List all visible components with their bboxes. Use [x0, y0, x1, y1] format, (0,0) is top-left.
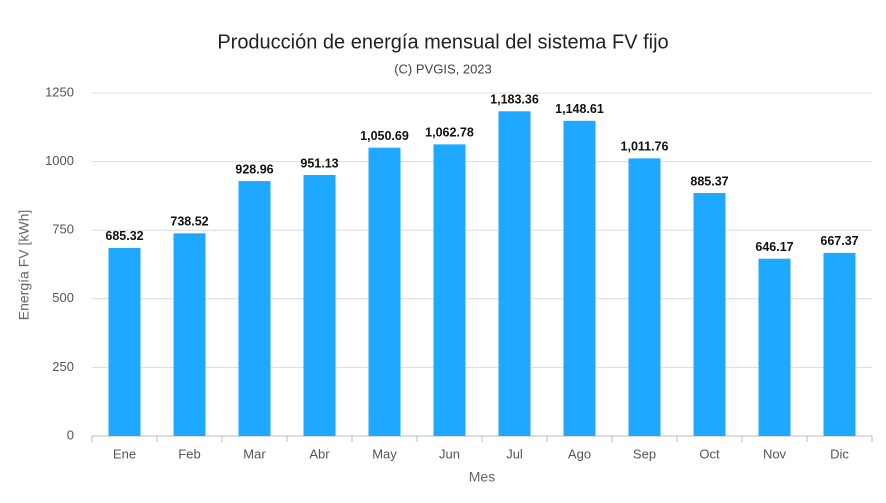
x-tick-label: Abr — [309, 446, 330, 461]
bar — [693, 193, 726, 436]
y-axis-label: Energía FV [kWh] — [16, 210, 32, 320]
x-tick-label: Nov — [763, 446, 787, 461]
y-tick-label: 250 — [52, 359, 74, 374]
value-label: 685.32 — [105, 229, 143, 243]
value-label: 1,062.78 — [425, 126, 474, 140]
bar — [498, 111, 531, 437]
value-label: 738.52 — [170, 215, 208, 229]
bar — [433, 144, 466, 436]
x-axis-label: Mes — [469, 469, 495, 485]
y-tick-label: 500 — [52, 290, 74, 305]
x-tick-label: Jul — [506, 446, 523, 461]
value-label: 1,050.69 — [360, 129, 409, 143]
x-tick-label: Jun — [439, 446, 460, 461]
value-label: 951.13 — [300, 156, 338, 170]
bar — [823, 252, 856, 436]
x-tick-label: Dic — [830, 446, 849, 461]
value-label: 928.96 — [235, 162, 273, 176]
x-tick-label: Sep — [633, 446, 656, 461]
bar — [173, 233, 206, 436]
chart-title: Producción de energía mensual del sistem… — [217, 31, 668, 53]
value-label: 1,011.76 — [621, 140, 669, 154]
x-tick-label: Oct — [699, 446, 720, 461]
bar — [758, 258, 791, 436]
value-label: 1,148.61 — [555, 102, 604, 116]
value-label: 646.17 — [755, 240, 793, 254]
bar — [108, 247, 141, 436]
y-tick-label: 750 — [52, 222, 74, 237]
bar — [303, 175, 336, 436]
bar — [563, 120, 596, 437]
x-tick-label: May — [372, 446, 397, 461]
x-tick-label: Ene — [113, 446, 136, 461]
x-tick-label: Ago — [568, 446, 591, 461]
bar — [368, 147, 401, 436]
bar — [238, 181, 271, 436]
value-label: 667.37 — [820, 234, 858, 248]
x-tick-label: Feb — [178, 446, 200, 461]
y-tick-label: 1000 — [45, 153, 74, 168]
value-label: 1,183.36 — [490, 93, 539, 107]
value-label: 885.37 — [690, 174, 728, 188]
y-tick-label: 0 — [67, 427, 74, 442]
bar — [628, 158, 661, 437]
chart-subtitle: (C) PVGIS, 2023 — [394, 61, 492, 76]
y-tick-label: 1250 — [45, 84, 74, 99]
x-tick-label: Mar — [243, 446, 266, 461]
